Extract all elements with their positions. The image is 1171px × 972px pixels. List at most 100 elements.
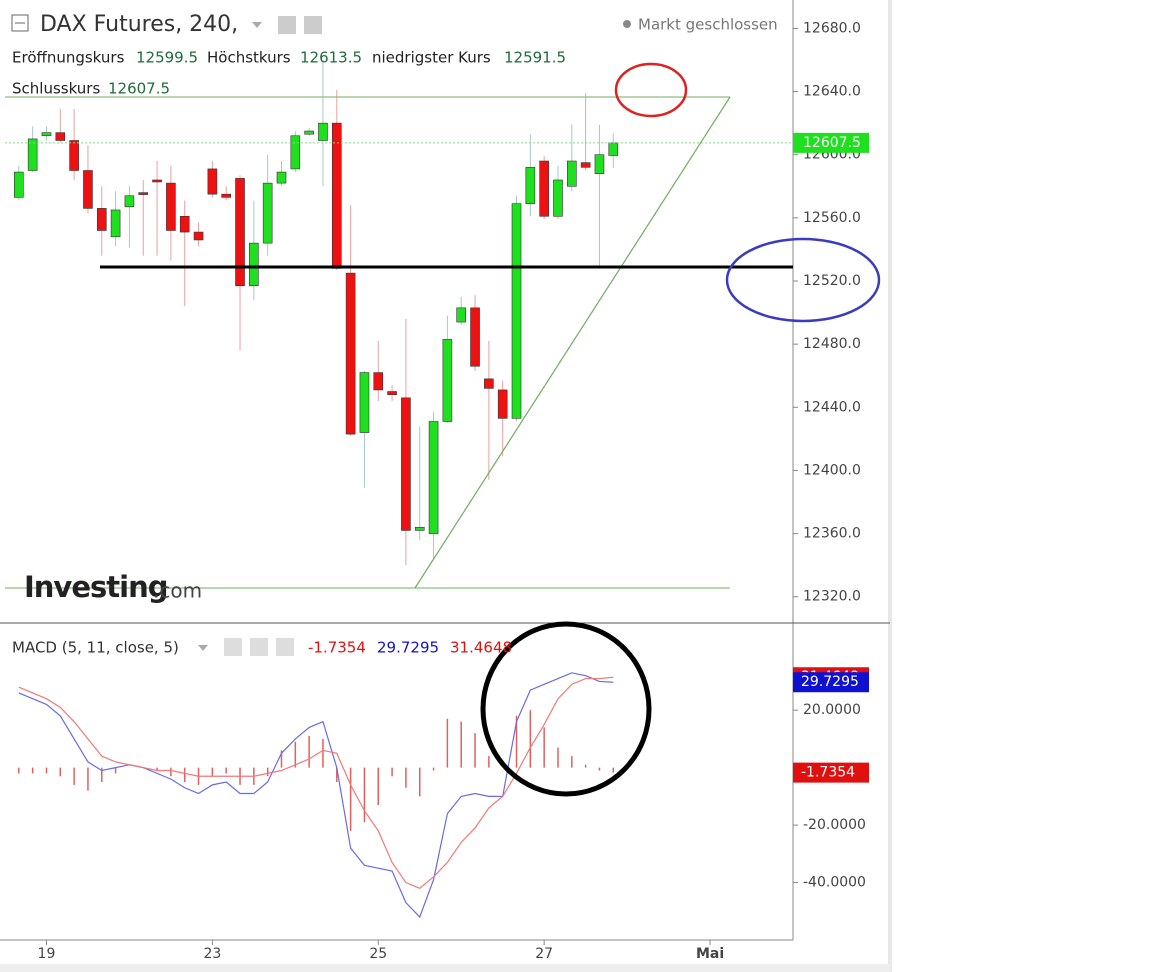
candle-body	[55, 132, 66, 141]
candle-body	[221, 193, 231, 198]
candle-body	[456, 307, 467, 323]
candle-body	[497, 389, 508, 419]
candle-body	[373, 372, 384, 391]
indicator-value: 31.4648	[450, 639, 512, 657]
candle-body	[166, 182, 176, 231]
candle-body	[318, 122, 328, 141]
watermark: .com	[153, 579, 202, 603]
indicator-value: 29.7295	[377, 639, 439, 657]
x-tick-label: 27	[535, 946, 553, 962]
candle-body	[124, 195, 135, 208]
candle-body	[359, 372, 370, 433]
candle-body	[179, 215, 190, 233]
candle-body	[152, 179, 162, 183]
candle-body	[553, 179, 563, 217]
candle-body	[290, 135, 301, 170]
x-tick-label: 23	[203, 946, 221, 962]
candle-body	[138, 192, 149, 195]
candle-body	[594, 154, 605, 174]
candle-body	[304, 130, 314, 135]
x-tick-label: 25	[369, 946, 387, 962]
candle-body	[14, 171, 24, 198]
y-tick-label: 20.0000	[803, 702, 861, 718]
status: Markt geschlossen	[638, 16, 778, 34]
drawn-trendline	[414, 96, 731, 589]
collapse-icon[interactable]	[11, 14, 29, 32]
candle-body	[484, 378, 494, 389]
marks: 12320.0 12360.0 12400.0 12440.0 12480.0 12520…	[5, 20, 869, 962]
candle-body	[567, 160, 577, 187]
x-tick-label: 19	[38, 946, 56, 962]
candle-body	[235, 178, 245, 287]
dropdown-icon[interactable]	[198, 645, 208, 651]
last-price-box	[793, 132, 869, 153]
ohlc-value: 12591.5	[504, 49, 566, 67]
y-tick-label: 12440.0	[803, 399, 861, 415]
ohlc-label: Schlusskurs	[12, 80, 100, 98]
candle-body	[249, 242, 259, 287]
candle-body	[539, 160, 549, 217]
y-tick-label: -20.0000	[803, 817, 866, 833]
blank	[890, 0, 1171, 972]
candle-body	[387, 391, 397, 395]
y-tick-label: 12640.0	[803, 84, 861, 100]
candle-body	[83, 170, 93, 209]
close-icon[interactable]	[276, 638, 294, 656]
value-box-label: 29.7295	[801, 674, 859, 690]
highlight-circle	[725, 237, 881, 323]
settings-icon[interactable]	[250, 638, 268, 656]
candle-body	[41, 132, 52, 137]
x-tick-label: Mai	[696, 946, 724, 962]
candle-body	[262, 182, 273, 244]
y-tick-label: 12560.0	[803, 210, 861, 226]
indicator-value: -1.7354	[308, 639, 366, 657]
y-tick-label: 12680.0	[803, 20, 861, 36]
candle-body	[428, 421, 439, 534]
dropdown-icon[interactable]	[252, 22, 262, 28]
y-tick-label: 12320.0	[803, 589, 861, 605]
ohlc-value: 12607.5	[108, 80, 170, 98]
candle-body	[276, 171, 287, 184]
candle-body	[442, 339, 453, 422]
candle-body	[414, 526, 425, 531]
candle-body	[27, 138, 38, 171]
candle-body	[110, 209, 121, 238]
eye-icon[interactable]	[278, 16, 296, 34]
macd-line	[18, 672, 614, 919]
ohlc-value: 12613.5	[300, 49, 362, 67]
status-dot	[623, 20, 631, 28]
ohlc-value: 12599.5	[136, 49, 198, 67]
candle-body	[608, 142, 619, 156]
y-tick-label: 12360.0	[803, 526, 861, 542]
edge	[888, 0, 892, 972]
highlight-circle	[614, 62, 688, 118]
candle-body	[331, 122, 342, 269]
highlight-circle	[480, 621, 652, 797]
candle-body	[345, 272, 356, 435]
candle-body	[96, 208, 107, 231]
indicator-title: MACD (5, 11, close, 5)	[12, 639, 179, 657]
ohlc-label: Höchstkurs	[207, 49, 291, 67]
candle-body	[207, 168, 218, 195]
candle-body	[580, 162, 591, 168]
candle-body	[69, 140, 79, 171]
ohlc-label: Eröffnungskurs	[12, 49, 125, 67]
candle-body	[401, 397, 411, 531]
y-tick-label: 12480.0	[803, 336, 861, 352]
candle-body	[193, 231, 204, 241]
settings-icon[interactable]	[304, 16, 322, 34]
y-tick-label: 12400.0	[803, 462, 861, 478]
candle-body	[470, 307, 480, 367]
watermark: Investing	[24, 570, 167, 604]
last-price-label: 12607.5	[803, 135, 861, 151]
eye-icon[interactable]	[224, 638, 242, 656]
y-tick-label: 12520.0	[803, 273, 861, 289]
candle-body	[511, 203, 522, 419]
chart-title: DAX Futures, 240,	[40, 12, 238, 37]
value-box	[793, 672, 869, 693]
y-tick-label: -40.0000	[803, 875, 866, 891]
value-box	[793, 762, 869, 783]
footer-strip	[0, 964, 890, 972]
